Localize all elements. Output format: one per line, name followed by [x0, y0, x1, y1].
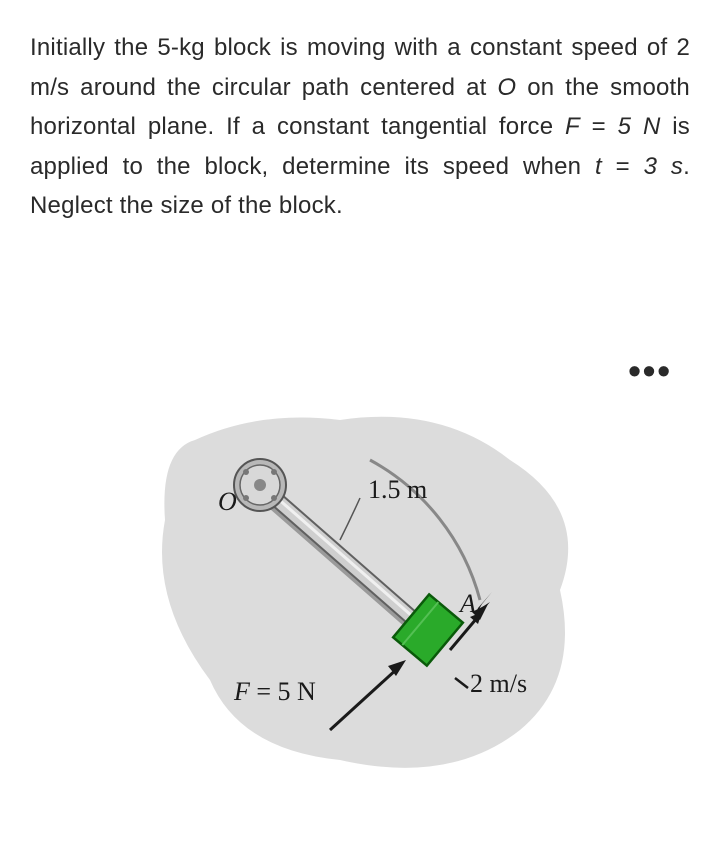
var-F: F [565, 113, 580, 140]
fval: 5 N [618, 113, 661, 140]
var-t: t [595, 153, 602, 180]
physics-diagram: O 1.5 m A 2 m/s F = 5 N [140, 390, 600, 790]
problem-statement: Initially the 5-kg block is moving with … [30, 28, 690, 226]
tval: 3 s [644, 153, 684, 180]
label-O: O [218, 487, 237, 516]
eq-1: = [580, 113, 618, 140]
pivot-O [234, 459, 286, 511]
var-O: O [497, 74, 516, 101]
label-A: A [458, 589, 476, 618]
label-radius: 1.5 m [368, 475, 427, 504]
label-force-eq: = 5 N [250, 677, 316, 706]
eq-2: = [602, 153, 644, 180]
label-velocity: 2 m/s [470, 669, 527, 698]
surface-blob [162, 417, 568, 768]
label-force: F = 5 N [233, 677, 316, 706]
label-force-F: F [233, 677, 251, 706]
ellipsis-icon[interactable]: ••• [628, 350, 672, 392]
